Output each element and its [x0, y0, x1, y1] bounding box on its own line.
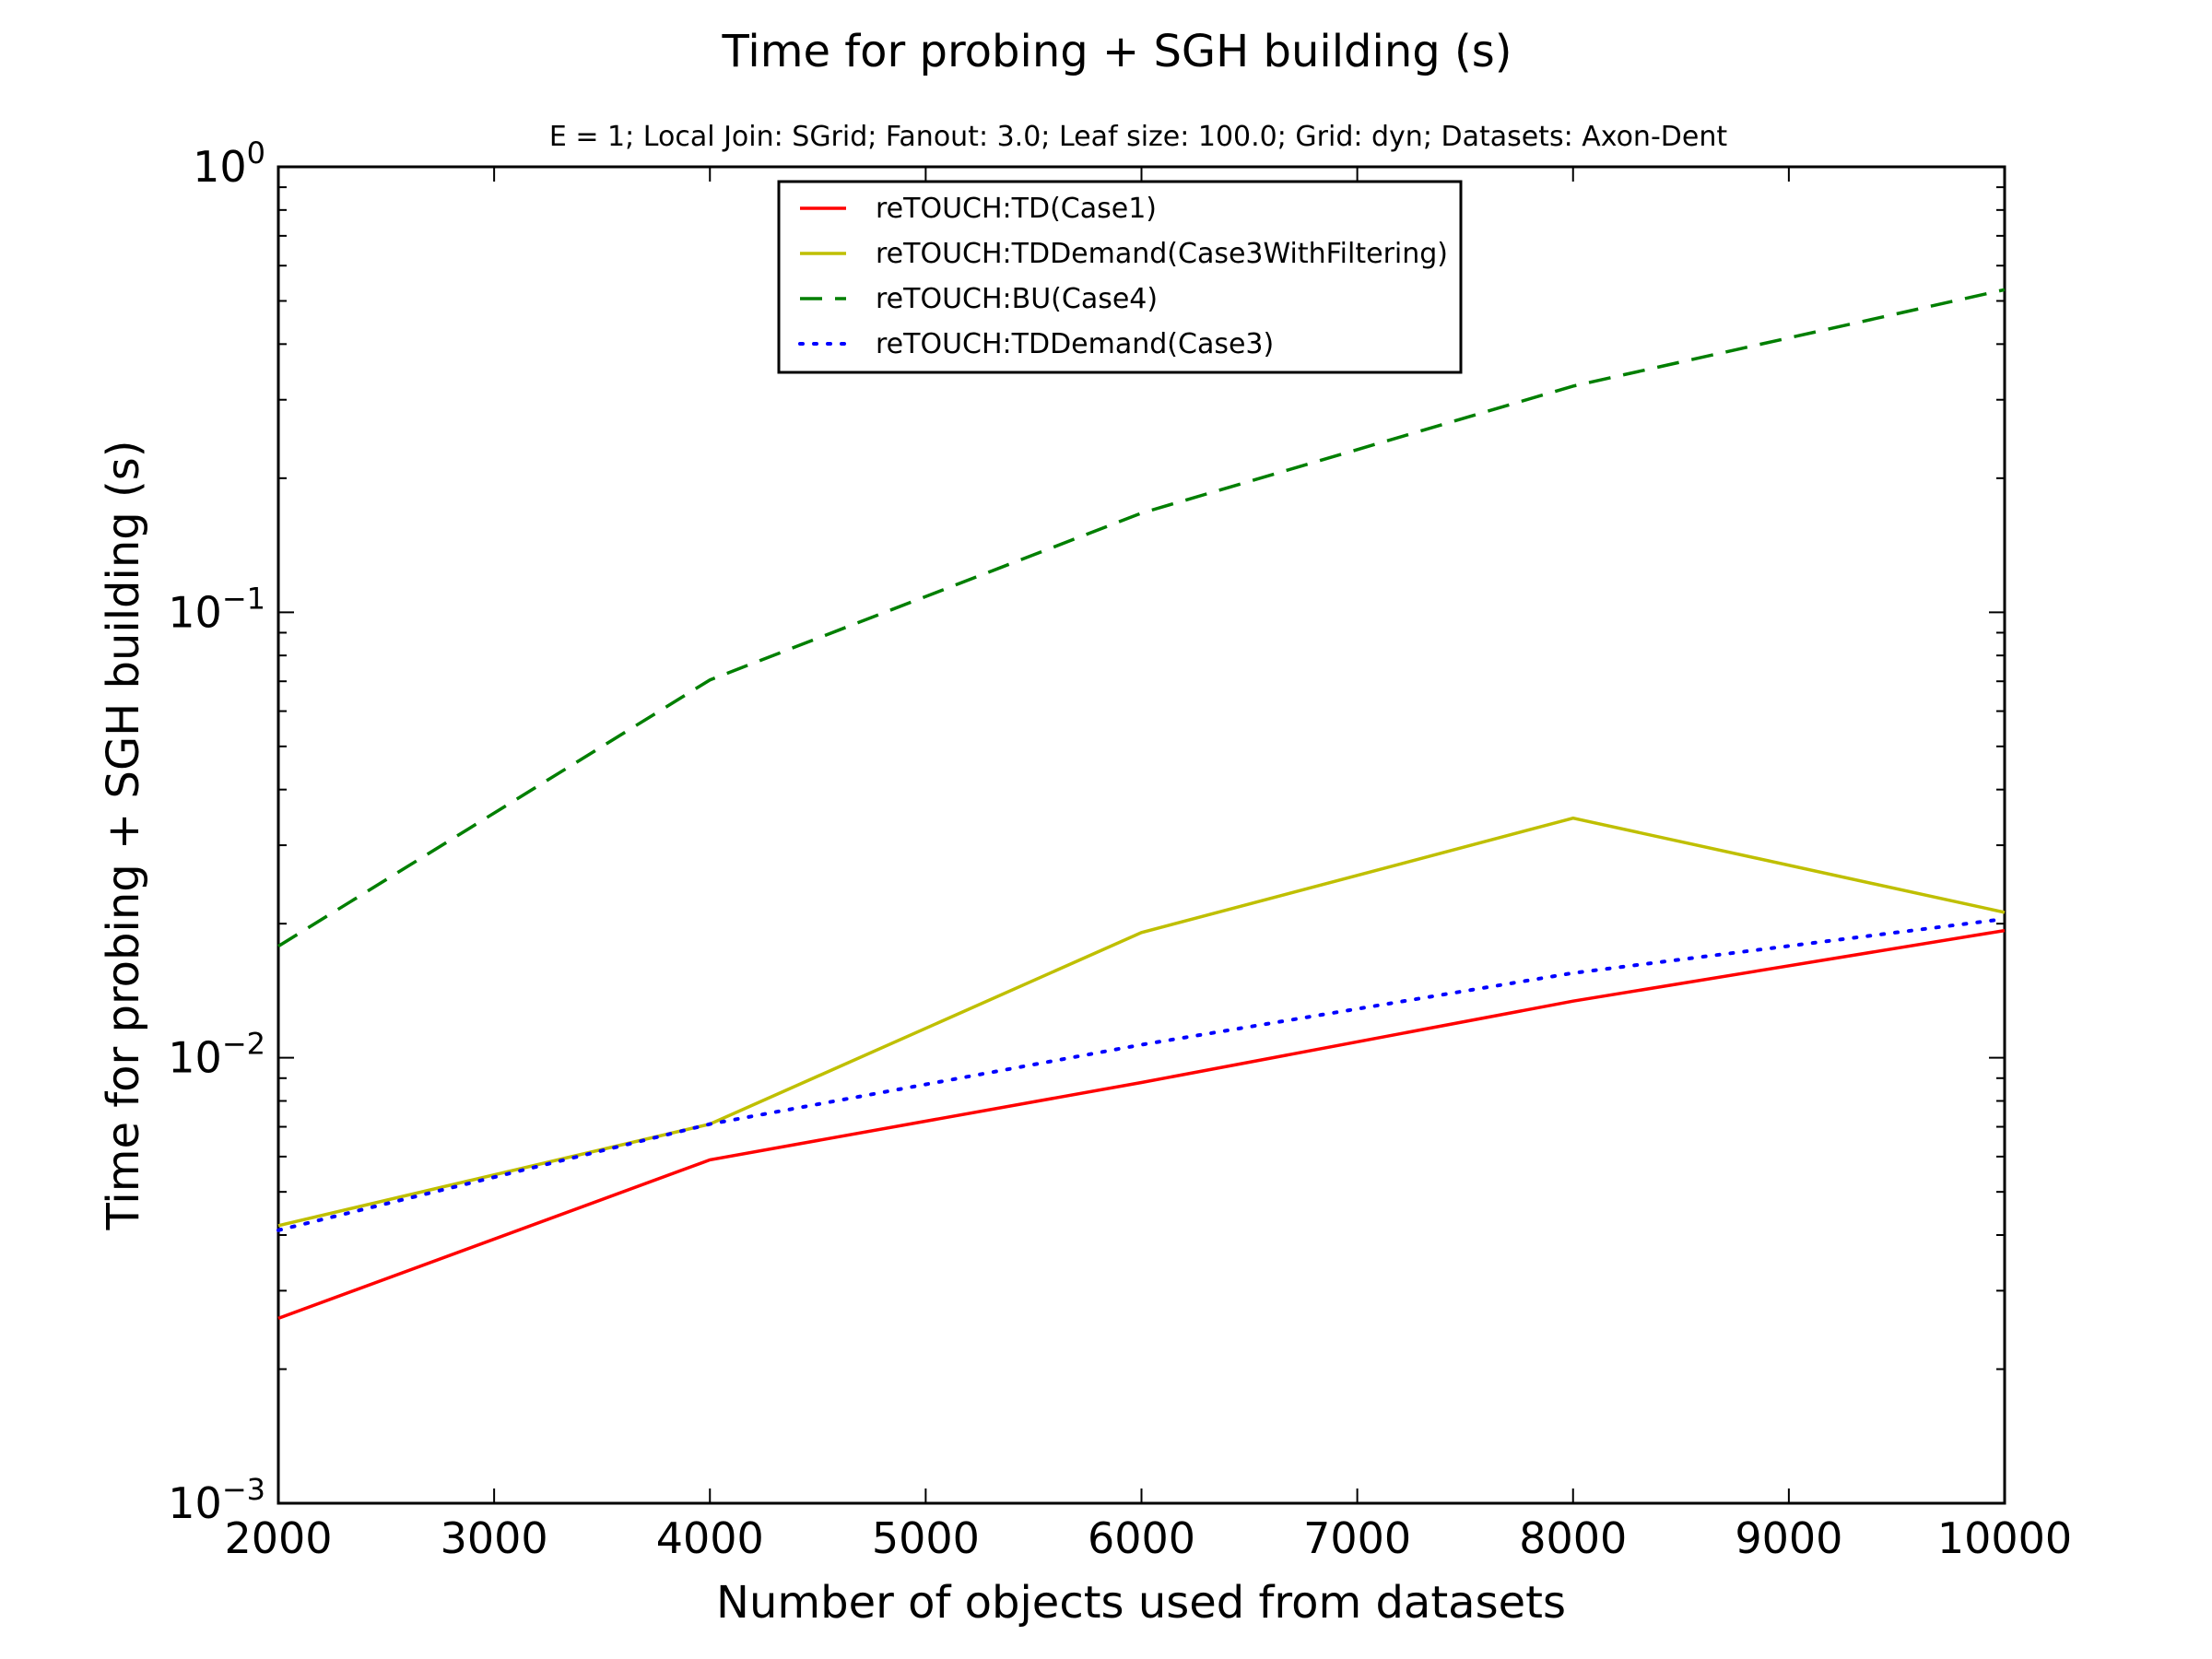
y-axis-label: Time for probing + SGH building (s) [98, 441, 149, 1231]
y-tick-label: 10−1 [168, 581, 265, 637]
x-tick-label: 9000 [1735, 1513, 1842, 1563]
y-tick-label: 100 [193, 135, 265, 192]
x-axis-label: Number of objects used from datasets [716, 1577, 1566, 1629]
series-line [276, 917, 2006, 1232]
x-tick-label: 7000 [1303, 1513, 1411, 1563]
x-tick-label: 6000 [1088, 1513, 1195, 1563]
x-tick-label: 4000 [656, 1513, 764, 1563]
y-tick-label: 10−2 [168, 1027, 265, 1083]
legend-label: reTOUCH:TDDemand(Case3WithFiltering) [876, 238, 1448, 270]
x-tick-label: 3000 [441, 1513, 548, 1563]
series-lines [276, 288, 2006, 1321]
series-line [277, 928, 2006, 1321]
legend-label: reTOUCH:TD(Case1) [876, 193, 1157, 225]
y-tick-label: 10−3 [168, 1472, 265, 1528]
plot-area [276, 165, 2006, 1505]
legend: reTOUCH:TD(Case1) reTOUCH:TDDemand(Case3W… [777, 180, 1463, 374]
x-ticks: 2000 3000 4000 5000 6000 7000 8000 9000 10000 [224, 167, 2072, 1563]
legend-label: reTOUCH:BU(Case4) [876, 283, 1158, 315]
legend-box [777, 180, 1463, 374]
x-tick-label: 5000 [872, 1513, 980, 1563]
x-tick-label: 10000 [1937, 1513, 2072, 1563]
series-line [277, 816, 2006, 1228]
chart-subtitle: E = 1; Local Join: SGrid; Fanout: 3.0; L… [549, 121, 1727, 153]
y-ticks: 100 10−1 10−2 10−3 [168, 135, 2005, 1528]
x-tick-label: 8000 [1519, 1513, 1627, 1563]
y-minor-ticks [278, 186, 2005, 1371]
x-tick-label: 2000 [224, 1513, 332, 1563]
legend-label: reTOUCH:TDDemand(Case3) [876, 328, 1274, 360]
chart-title: Time for probing + SGH building (s) [722, 26, 1512, 77]
